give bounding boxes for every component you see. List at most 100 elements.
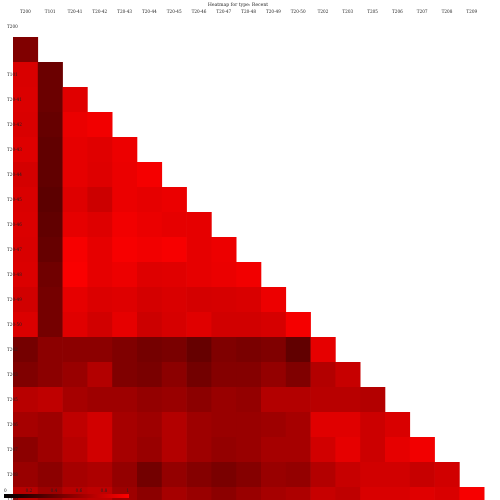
heatmap-cell-r13-c10 [261,362,287,388]
heatmap-cell-r3-c2 [62,112,88,138]
heatmap-cell-r13-c1 [37,362,63,388]
row-label: T20-45 [7,197,22,202]
row-label: T207 [7,447,18,452]
heatmap-cell-r14-c0 [13,387,39,413]
heatmap-cell-r18-c10 [261,487,287,500]
colorbar-tick-label: 0.8 [101,488,108,493]
column-label: T20-45 [167,9,182,14]
heatmap-cell-r17-c17 [434,462,460,488]
heatmap-cell-r15-c7 [186,412,212,438]
heatmap-cell-r15-c15 [385,412,411,438]
heatmap-cell-r14-c8 [211,387,237,413]
row-label: T20-43 [7,147,22,152]
heatmap-cell-r18-c5 [137,487,163,500]
heatmap-cell-r7-c4 [112,212,138,238]
heatmap-cell-r18-c13 [335,487,361,500]
colorbar-tick-label: 0.4 [51,488,58,493]
heatmap-cell-r4-c0 [13,137,39,163]
heatmap-cell-r10-c2 [62,287,88,313]
heatmap-cell-r16-c6 [161,437,187,463]
heatmap-cell-r11-c1 [37,312,63,338]
heatmap-cell-r10-c1 [37,287,63,313]
heatmap-cell-r11-c11 [285,312,311,338]
heatmap-cell-r15-c6 [161,412,187,438]
heatmap-cell-r12-c3 [87,337,113,363]
heatmap-cell-r13-c3 [87,362,113,388]
colorbar [4,494,129,498]
heatmap-cell-r4-c2 [62,137,88,163]
row-label: T20-49 [7,297,22,302]
heatmap-cell-r13-c9 [236,362,262,388]
heatmap-cell-r15-c8 [211,412,237,438]
heatmap-cell-r8-c3 [87,237,113,263]
heatmap-cell-r8-c4 [112,237,138,263]
heatmap-cell-r17-c3 [87,462,113,488]
heatmap-cell-r17-c16 [409,462,435,488]
heatmap-cell-r15-c13 [335,412,361,438]
heatmap-cell-r2-c1 [37,87,63,113]
column-label: T20-50 [291,9,306,14]
heatmap-cell-r11-c8 [211,312,237,338]
row-label: T20-50 [7,322,22,327]
heatmap-cell-r14-c9 [236,387,262,413]
heatmap-cell-r7-c2 [62,212,88,238]
row-label: T209 [7,497,18,500]
heatmap-cell-r5-c5 [137,162,163,188]
heatmap-cell-r15-c10 [261,412,287,438]
heatmap-cell-r9-c9 [236,262,262,288]
heatmap-cell-r15-c9 [236,412,262,438]
heatmap-cell-r14-c10 [261,387,287,413]
heatmap-cell-r4-c4 [112,137,138,163]
heatmap-cell-r8-c0 [13,237,39,263]
heatmap-cell-r8-c7 [186,237,212,263]
heatmap-cell-r18-c6 [161,487,187,500]
heatmap-cell-r18-c12 [310,487,336,500]
heatmap-cell-r10-c3 [87,287,113,313]
column-label: T202 [318,9,329,14]
heatmap-cell-r7-c5 [137,212,163,238]
heatmap-cell-r12-c8 [211,337,237,363]
heatmap-cell-r12-c12 [310,337,336,363]
heatmap-cell-r8-c5 [137,237,163,263]
heatmap-cell-r16-c11 [285,437,311,463]
heatmap-cell-r7-c6 [161,212,187,238]
row-labels: T200 T101 T20-41 T20-42 T20-43 T20-44 T20-45 T2… [7,24,22,500]
heatmap-cell-r15-c3 [87,412,113,438]
heatmap-cell-r6-c6 [161,187,187,213]
row-label: T20-47 [7,247,22,252]
heatmap-cell-r14-c4 [112,387,138,413]
heatmap-cell-r15-c0 [13,412,39,438]
heatmap-cell-r15-c14 [360,412,386,438]
heatmap-cell-r17-c8 [211,462,237,488]
heatmap-cell-r13-c6 [161,362,187,388]
heatmap-cell-r11-c6 [161,312,187,338]
heatmap-cell-r16-c15 [385,437,411,463]
heatmap-cell-r12-c1 [37,337,63,363]
heatmap-cell-r6-c4 [112,187,138,213]
heatmap-cell-r15-c5 [137,412,163,438]
heatmap-cell-r5-c0 [13,162,39,188]
heatmap-cell-r9-c4 [112,262,138,288]
heatmap-cell-r12-c6 [161,337,187,363]
heatmap-cell-r15-c1 [37,412,63,438]
heatmap-cell-r15-c4 [112,412,138,438]
column-label: T101 [45,9,56,14]
heatmap-cell-r16-c12 [310,437,336,463]
column-labels: T200 T101 T20-41 T20-42 T20-43 T20-44 T20-45 T2… [20,9,478,14]
heatmap-cell-r18-c17 [434,487,460,500]
heatmap-cell-r14-c1 [37,387,63,413]
chart-title: Heatmap for type: Recent [208,2,268,8]
heatmap-cell-r17-c1 [37,462,63,488]
column-label: T20-44 [142,9,157,14]
heatmap-cell-r17-c2 [62,462,88,488]
heatmap-cell-r10-c9 [236,287,262,313]
heatmap-cell-r9-c6 [161,262,187,288]
heatmap-cell-r16-c9 [236,437,262,463]
heatmap-cell-r17-c9 [236,462,262,488]
heatmap-cell-r16-c2 [62,437,88,463]
heatmap-cell-r16-c0 [13,437,39,463]
heatmap-cell-r3-c1 [37,112,63,138]
heatmap-cell-r11-c10 [261,312,287,338]
heatmap-cell-r14-c13 [335,387,361,413]
heatmap-cell-r17-c7 [186,462,212,488]
